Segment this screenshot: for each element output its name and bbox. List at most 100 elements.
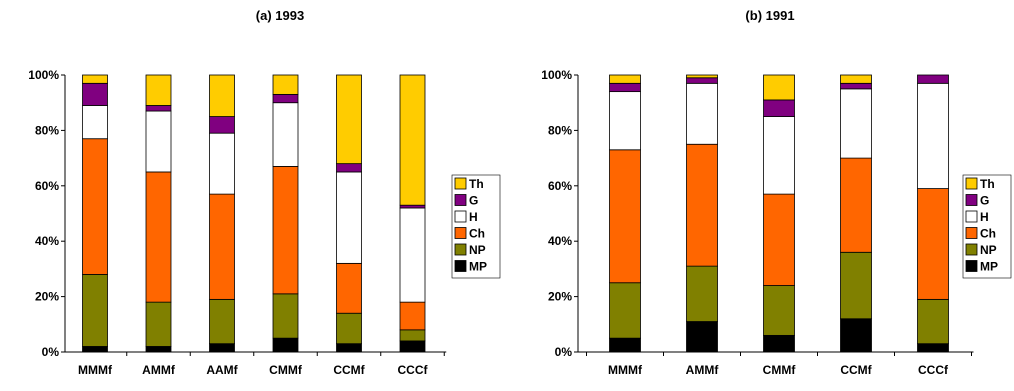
x-category-label: AMMf <box>686 363 720 377</box>
y-tick-label: 40% <box>35 234 59 248</box>
bar-segment-g-cmmf <box>763 99 795 117</box>
x-category-label: CCCf <box>398 363 429 377</box>
legend-label-mp: MP <box>469 260 487 274</box>
y-tick-label: 40% <box>548 234 572 248</box>
bar-segment-mp-cmmf <box>272 337 299 353</box>
bar-segment-ch-cccf <box>399 301 426 331</box>
bar-segment-th-ammf <box>686 74 718 79</box>
bar-segment-mp-cccf <box>917 343 949 353</box>
bar-segment-h-mmmf <box>82 105 108 140</box>
bar-segment-mp-ccmf <box>840 318 872 353</box>
x-category-label: AMMf <box>142 363 176 377</box>
x-category-label: MMMf <box>608 363 643 377</box>
chart-title: (a) 1993 <box>256 8 304 23</box>
y-tick-label: 80% <box>35 123 59 137</box>
legend-label-mp: MP <box>980 260 998 274</box>
bar-segment-np-cccf <box>917 298 949 345</box>
bar-segment-th-aamf <box>209 74 235 117</box>
bar-segment-h-aamf <box>209 132 235 195</box>
bar-segment-h-cccf <box>399 207 426 303</box>
bar-segment-g-aamf <box>209 116 235 134</box>
bar-segment-g-ccmf <box>336 163 362 173</box>
bar-segment-g-cccf <box>399 204 426 209</box>
x-category-label: AAMf <box>206 363 238 377</box>
legend-swatch-mp <box>965 260 978 272</box>
bar-segment-np-mmmf <box>609 282 641 339</box>
y-tick-label: 100% <box>28 68 59 82</box>
bar-segment-np-ccmf <box>336 312 362 345</box>
chart-title: (b) 1991 <box>745 8 794 23</box>
legend: Th GH Ch NP MP <box>962 174 1012 279</box>
bar-segment-ch-ccmf <box>840 157 872 253</box>
legend-label-np: NP <box>469 243 486 257</box>
y-tick-label: 20% <box>548 290 572 304</box>
legend-label-ch: Ch <box>469 227 485 241</box>
bar-segment-mp-mmmf <box>609 337 641 353</box>
x-category-label: CCCf <box>918 363 949 377</box>
bar-segment-mp-ammf <box>145 346 172 353</box>
legend-swatch-th <box>965 177 978 190</box>
legend-swatch-mp <box>454 260 467 272</box>
bar-segment-g-ammf <box>686 77 718 84</box>
bar-segment-g-cmmf <box>272 93 299 104</box>
x-category-label: CCMf <box>333 363 365 377</box>
chart-1991: (b) 1991 0% 20% 40% 60% 80% 100% MMMf AMMf CMMf CC… <box>541 8 1012 377</box>
x-category-label: CMMf <box>269 363 303 377</box>
legend-swatch-h <box>454 210 467 223</box>
bar-segment-th-cmmf <box>272 74 299 95</box>
bar-segment-ch-mmmf <box>82 138 108 275</box>
legend-label-ch: Ch <box>980 227 996 241</box>
bar-segment-th-cccf <box>399 74 426 206</box>
bar-segment-h-ammf <box>686 82 718 145</box>
bar-segment-th-mmmf <box>82 74 108 84</box>
y-tick-label: 60% <box>35 179 59 193</box>
legend-swatch-np <box>454 243 467 256</box>
bar-segment-ch-cmmf <box>763 193 795 286</box>
y-tick-label: 0% <box>555 345 573 359</box>
bar-segment-np-mmmf <box>82 274 108 347</box>
bar-segment-h-ccmf <box>840 88 872 159</box>
legend-swatch-g <box>454 194 467 206</box>
legend-label-h: H <box>469 210 478 224</box>
bar-segment-ch-ammf <box>686 143 718 267</box>
legend-swatch-th <box>454 177 467 190</box>
y-tick-label: 80% <box>548 123 572 137</box>
legend-swatch-h <box>965 210 978 223</box>
bar-segment-h-cmmf <box>763 116 795 195</box>
bar-segment-g-cccf <box>917 74 949 84</box>
bar-segment-np-ccmf <box>840 251 872 320</box>
bar-segment-h-mmmf <box>609 91 641 151</box>
bar-segment-ch-ammf <box>145 171 172 303</box>
bar-segment-mp-ccmf <box>336 343 362 353</box>
bar-segment-np-cccf <box>399 329 426 342</box>
legend: Th GH Ch NP MP <box>451 174 501 279</box>
bar-segment-ch-cccf <box>917 188 949 300</box>
bar-segment-ch-aamf <box>209 193 235 300</box>
x-category-label: CMMf <box>763 363 797 377</box>
bar-segment-np-cmmf <box>763 285 795 336</box>
bar-segment-th-ccmf <box>336 74 362 165</box>
bar-segment-h-cmmf <box>272 102 299 167</box>
bar-segment-th-ammf <box>145 74 172 106</box>
bar-segment-g-ccmf <box>840 82 872 90</box>
bar-segment-h-cccf <box>917 82 949 189</box>
legend-label-th: Th <box>469 177 484 191</box>
x-category-label: CCMf <box>840 363 872 377</box>
bar-segment-mp-ammf <box>686 321 718 353</box>
x-category-label: MMMf <box>78 363 113 377</box>
bar-segment-np-aamf <box>209 298 235 345</box>
bar-segment-g-ammf <box>145 105 172 112</box>
bar-segment-ch-cmmf <box>272 166 299 295</box>
legend-label-np: NP <box>980 243 997 257</box>
bar-segment-g-mmmf <box>82 82 108 106</box>
legend-swatch-ch <box>965 227 978 239</box>
bar-segment-np-ammf <box>145 301 172 347</box>
bar-segment-mp-aamf <box>209 343 235 353</box>
bar-segment-np-cmmf <box>272 293 299 339</box>
bar-segment-ch-ccmf <box>336 262 362 314</box>
y-tick-label: 0% <box>42 345 60 359</box>
bar-segment-h-ammf <box>145 110 172 173</box>
bar-segment-h-ccmf <box>336 171 362 264</box>
legend-label-g: G <box>980 194 989 208</box>
